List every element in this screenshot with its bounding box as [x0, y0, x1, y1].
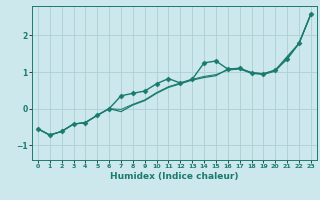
- X-axis label: Humidex (Indice chaleur): Humidex (Indice chaleur): [110, 172, 239, 181]
